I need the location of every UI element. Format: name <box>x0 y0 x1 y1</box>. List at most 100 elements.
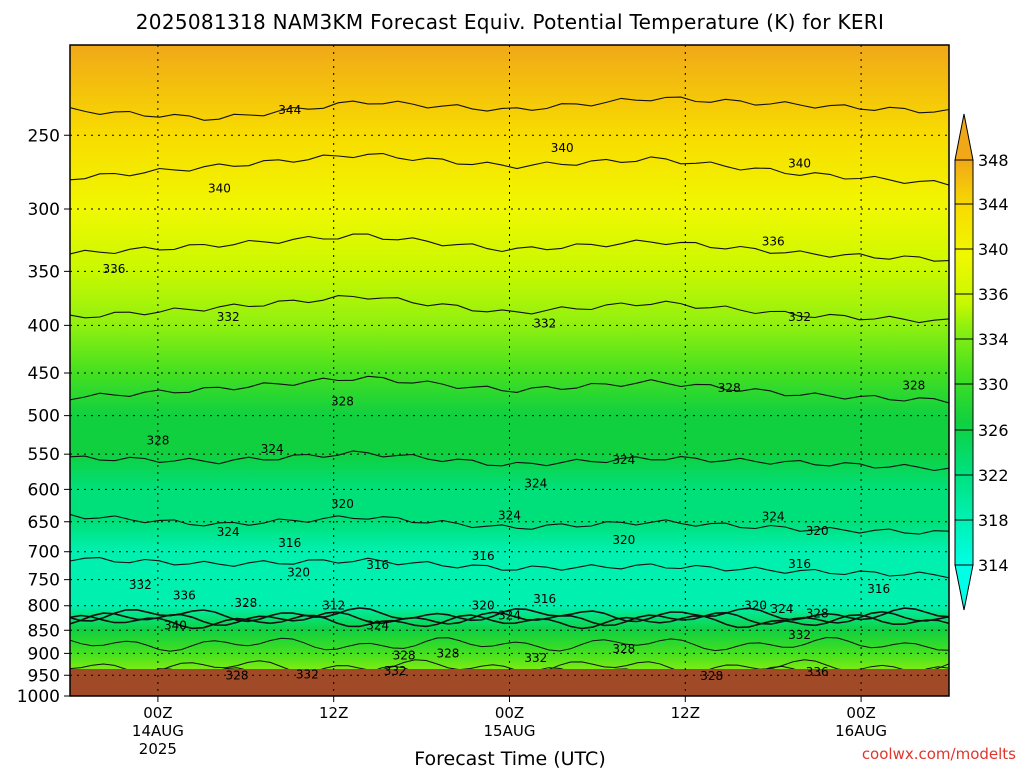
contour-low-level <box>70 610 949 627</box>
contour-label: 320 <box>287 566 310 580</box>
colorbar-tick-label: 322 <box>978 466 1009 485</box>
x-tick-label: 15AUG <box>484 722 536 740</box>
y-tick-label: 600 <box>28 480 60 500</box>
contour-label: 328 <box>226 668 249 682</box>
contour-label: 328 <box>393 649 416 663</box>
contour-label: 328 <box>437 646 460 660</box>
contour-320 <box>70 513 949 535</box>
contour-label: 324 <box>261 442 284 456</box>
contour-label: 320 <box>472 599 495 613</box>
contour-label: 316 <box>278 536 301 550</box>
x-tick-label: 12Z <box>319 704 348 722</box>
contour-label: 328 <box>718 381 741 395</box>
y-tick-label: 350 <box>28 262 60 282</box>
contour-label: 328 <box>146 434 169 448</box>
contour-label: 312 <box>322 599 345 613</box>
colorbar-bottom-arrow <box>954 564 974 611</box>
contour-label: 332 <box>788 310 811 324</box>
contour-label: 320 <box>331 497 354 511</box>
x-tick-label: 16AUG <box>835 722 887 740</box>
y-tick-label: 650 <box>28 513 60 533</box>
contour-label: 332 <box>524 651 547 665</box>
x-tick-label: 00Z <box>143 704 172 722</box>
colorbar-tick-label: 326 <box>978 421 1009 440</box>
contour-low-level <box>70 636 949 652</box>
y-tick-label: 900 <box>28 644 60 664</box>
y-tick-label: 700 <box>28 543 60 563</box>
contour-label: 332 <box>788 628 811 642</box>
contour-label: 316 <box>472 549 495 563</box>
y-tick-label: 250 <box>28 126 60 146</box>
y-tick-label: 450 <box>28 364 60 384</box>
colorbar-tick-label: 330 <box>978 375 1009 394</box>
contour-label: 328 <box>331 395 354 409</box>
y-tick-label: 950 <box>28 666 60 686</box>
contour-label: 324 <box>612 453 635 467</box>
x-tick-label: 14AUG <box>132 722 184 740</box>
contour-label: 336 <box>806 665 829 679</box>
contour-340 <box>70 152 949 186</box>
contour-label: 332 <box>296 667 319 681</box>
x-axis-label: Forecast Time (UTC) <box>414 748 605 768</box>
contour-label: 324 <box>498 609 521 623</box>
contour-label: 332 <box>533 316 556 330</box>
y-tick-label: 550 <box>28 445 60 465</box>
contour-label: 328 <box>234 596 257 610</box>
colorbar-tick-label: 348 <box>978 151 1009 170</box>
y-tick-label: 1000 <box>17 687 60 707</box>
y-tick-label: 850 <box>28 621 60 641</box>
contour-label: 336 <box>102 262 125 276</box>
colorbar-top-arrow <box>954 113 974 161</box>
contour-328 <box>70 375 949 404</box>
contour-label: 324 <box>498 508 521 522</box>
y-tick-label: 400 <box>28 316 60 336</box>
x-tick-label: 12Z <box>671 704 700 722</box>
contour-label: 320 <box>612 533 635 547</box>
contour-label: 316 <box>788 557 811 571</box>
y-tick-label: 500 <box>28 407 60 427</box>
credit-text: coolwx.com/modelts <box>862 745 1016 763</box>
contour-label: 332 <box>384 664 407 678</box>
contour-label: 332 <box>129 578 152 592</box>
colorbar-tick-label: 318 <box>978 511 1009 530</box>
colorbar-tick-label: 334 <box>978 330 1009 349</box>
contour-label: 340 <box>208 181 231 195</box>
contour-label: 320 <box>806 524 829 538</box>
x-tick-label: 00Z <box>495 704 524 722</box>
contour-label: 324 <box>524 476 547 490</box>
colorbar: 314 318 322 326 330 334 336 340 344 348 <box>954 113 1009 611</box>
colorbar-tick-label: 340 <box>978 240 1009 259</box>
x-tick-label: 2025 <box>139 740 177 758</box>
contour-label: 332 <box>217 310 240 324</box>
contour-label: 324 <box>366 618 389 632</box>
contour-label: 344 <box>278 103 301 117</box>
contour-label: 324 <box>771 602 794 616</box>
theta-e-field <box>70 45 949 696</box>
y-tick-label: 750 <box>28 571 60 591</box>
contour-low-level <box>70 614 949 630</box>
contour-label: 316 <box>533 592 556 606</box>
contour-324 <box>70 450 949 472</box>
contour-332 <box>70 295 949 324</box>
contour-label: 340 <box>164 618 187 632</box>
contour-label: 336 <box>762 234 785 248</box>
contour-label: 316 <box>366 558 389 572</box>
y-tick-label: 800 <box>28 597 60 617</box>
contour-label: 316 <box>867 582 890 596</box>
contour-label: 336 <box>173 589 196 603</box>
contour-label: 324 <box>762 510 785 524</box>
contour-label: 340 <box>788 156 811 170</box>
colorbar-tick-label: 344 <box>978 195 1009 214</box>
contour-label: 320 <box>744 599 767 613</box>
colorbar-body <box>954 159 974 566</box>
y-tick-label: 300 <box>28 200 60 220</box>
colorbar-tick-label: 336 <box>978 285 1009 304</box>
colorbar-tick-label: 314 <box>978 556 1009 575</box>
contour-label: 328 <box>902 378 925 392</box>
y-axis: 250 300 350 400 450 500 550 600 650 700 750 800 850 9… <box>17 126 70 707</box>
contour-label: 328 <box>700 669 723 683</box>
chart-title: 2025081318 NAM3KM Forecast Equiv. Potent… <box>136 10 884 34</box>
